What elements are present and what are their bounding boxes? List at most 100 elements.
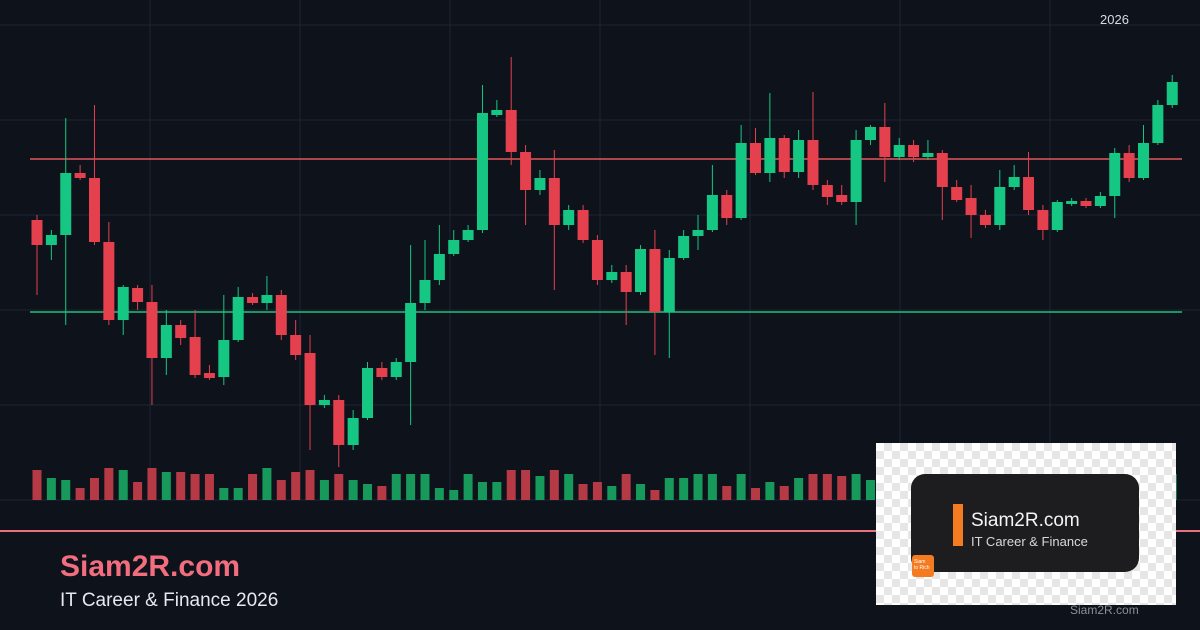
candle-body [1123, 153, 1135, 178]
volume-bar [204, 474, 214, 500]
candle-body [476, 113, 488, 230]
candle-body [117, 287, 129, 320]
candle-body [850, 140, 862, 202]
volume-bar [506, 470, 516, 500]
volume-bar [291, 472, 301, 500]
candle-body [290, 335, 302, 355]
candle-body [491, 110, 503, 115]
candle-body [462, 230, 474, 240]
watermark: Siam2R.com [1070, 603, 1139, 617]
candle-body [362, 368, 374, 418]
volume-bar [535, 476, 545, 500]
volume-bar [794, 478, 804, 500]
volume-bar [32, 470, 42, 500]
volume-bar [176, 472, 186, 500]
volume-bar [664, 478, 674, 500]
candle-body [405, 303, 417, 362]
candle-body [74, 173, 86, 178]
volume-bar [377, 486, 387, 500]
candle-body [333, 400, 345, 445]
candle-body [88, 178, 100, 242]
candle-body [1137, 143, 1149, 178]
candle-body [390, 362, 402, 377]
candle-body [1037, 210, 1049, 230]
volume-bar [89, 478, 99, 500]
candle-body [203, 373, 215, 378]
candle-body [304, 353, 316, 405]
candle-body [146, 302, 158, 358]
candle-body [807, 140, 819, 185]
volume-bar [592, 482, 602, 500]
volume-bar [808, 474, 818, 500]
volume-bar [549, 470, 559, 500]
candle-body [189, 337, 201, 375]
candle-body [448, 240, 460, 254]
candle-body [793, 140, 805, 172]
candle-body [864, 127, 876, 140]
candle-body [347, 418, 359, 445]
candle-body [318, 400, 330, 405]
candle-body [261, 295, 273, 303]
icon-text: Siam [914, 559, 926, 565]
candle-body [31, 220, 43, 245]
volume-bar [219, 488, 229, 500]
candle-body [649, 249, 661, 312]
logo-card: Siam2R.com IT Career & Finance [911, 474, 1139, 572]
candle-body [951, 187, 963, 200]
candle-body [232, 297, 244, 340]
volume-bar [837, 476, 847, 500]
volume-bar [276, 480, 286, 500]
volume-bar [161, 472, 171, 500]
volume-bar [578, 484, 588, 500]
candle-body [1023, 177, 1035, 210]
volume-bar [636, 484, 646, 500]
volume-bar [61, 480, 71, 500]
volume-bar [765, 482, 775, 500]
candle-body [1080, 201, 1092, 206]
logo-icon: Siam to Rich [912, 555, 934, 577]
volume-bar [118, 470, 128, 500]
volume-bar [363, 484, 373, 500]
candle-body [620, 272, 632, 292]
volume-bar [650, 490, 660, 500]
volume-bar [190, 474, 200, 500]
candle-body [879, 127, 891, 157]
candle-body [1066, 201, 1078, 204]
volume-bar [722, 486, 732, 500]
volume-bar [104, 468, 114, 500]
candle-body [908, 145, 920, 157]
candle-body [692, 230, 704, 236]
volume-bar [822, 474, 832, 500]
candle-body [836, 195, 848, 202]
candle-body [922, 153, 934, 157]
volume-bar [406, 474, 416, 500]
candle-body [103, 242, 115, 320]
candle-body [419, 280, 431, 303]
candle-body [275, 295, 287, 335]
brand-subtitle: IT Career & Finance 2026 [60, 590, 279, 611]
candle-body [936, 153, 948, 187]
candle-body [721, 195, 733, 218]
candle-body [548, 178, 560, 225]
logo-overlay: Siam2R.com IT Career & Finance Siam to R… [876, 443, 1176, 605]
candle-body [778, 138, 790, 172]
volume-bar [391, 474, 401, 500]
volume-bar [521, 470, 531, 500]
candle-body [1094, 196, 1106, 206]
volume-bar [46, 478, 56, 500]
volume-bar [463, 474, 473, 500]
card-title: Siam2R.com [971, 510, 1080, 531]
candle-body [1109, 153, 1121, 196]
volume-bar [477, 482, 487, 500]
candle-body [678, 236, 690, 258]
volume-bar [305, 470, 315, 500]
volume-bar [319, 480, 329, 500]
candle-body [750, 143, 761, 173]
logo-bar [953, 504, 963, 546]
candle-body [979, 215, 991, 225]
candle-body [1166, 82, 1178, 105]
volume-bar [564, 474, 574, 500]
volume-bar [779, 486, 789, 500]
volume-bar [851, 474, 861, 500]
